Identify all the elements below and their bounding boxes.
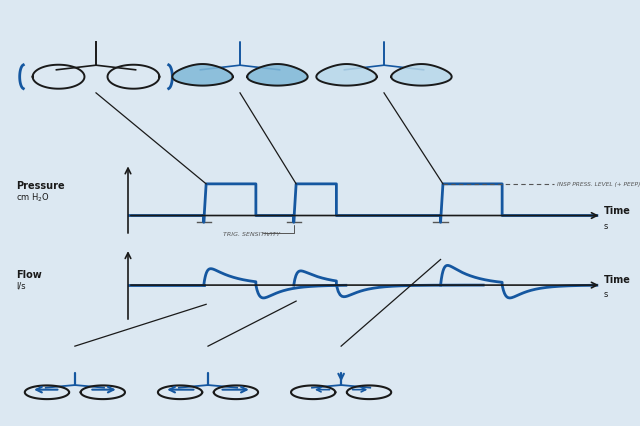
Text: Time: Time (604, 205, 631, 215)
Text: INSP PRESS. LEVEL (+ PEEP): INSP PRESS. LEVEL (+ PEEP) (557, 182, 640, 187)
Polygon shape (172, 65, 233, 86)
Text: Pressure: Pressure (16, 180, 65, 190)
Text: cm H$_2$O: cm H$_2$O (16, 191, 50, 204)
Polygon shape (247, 65, 308, 86)
Text: Flow: Flow (16, 270, 42, 280)
Polygon shape (316, 65, 377, 86)
Text: s: s (604, 222, 609, 230)
Text: TRIG. SENSITIVITY: TRIG. SENSITIVITY (223, 232, 280, 237)
Text: l/s: l/s (16, 281, 26, 290)
Text: Time: Time (604, 275, 631, 285)
Polygon shape (391, 65, 452, 86)
Text: s: s (604, 289, 609, 298)
